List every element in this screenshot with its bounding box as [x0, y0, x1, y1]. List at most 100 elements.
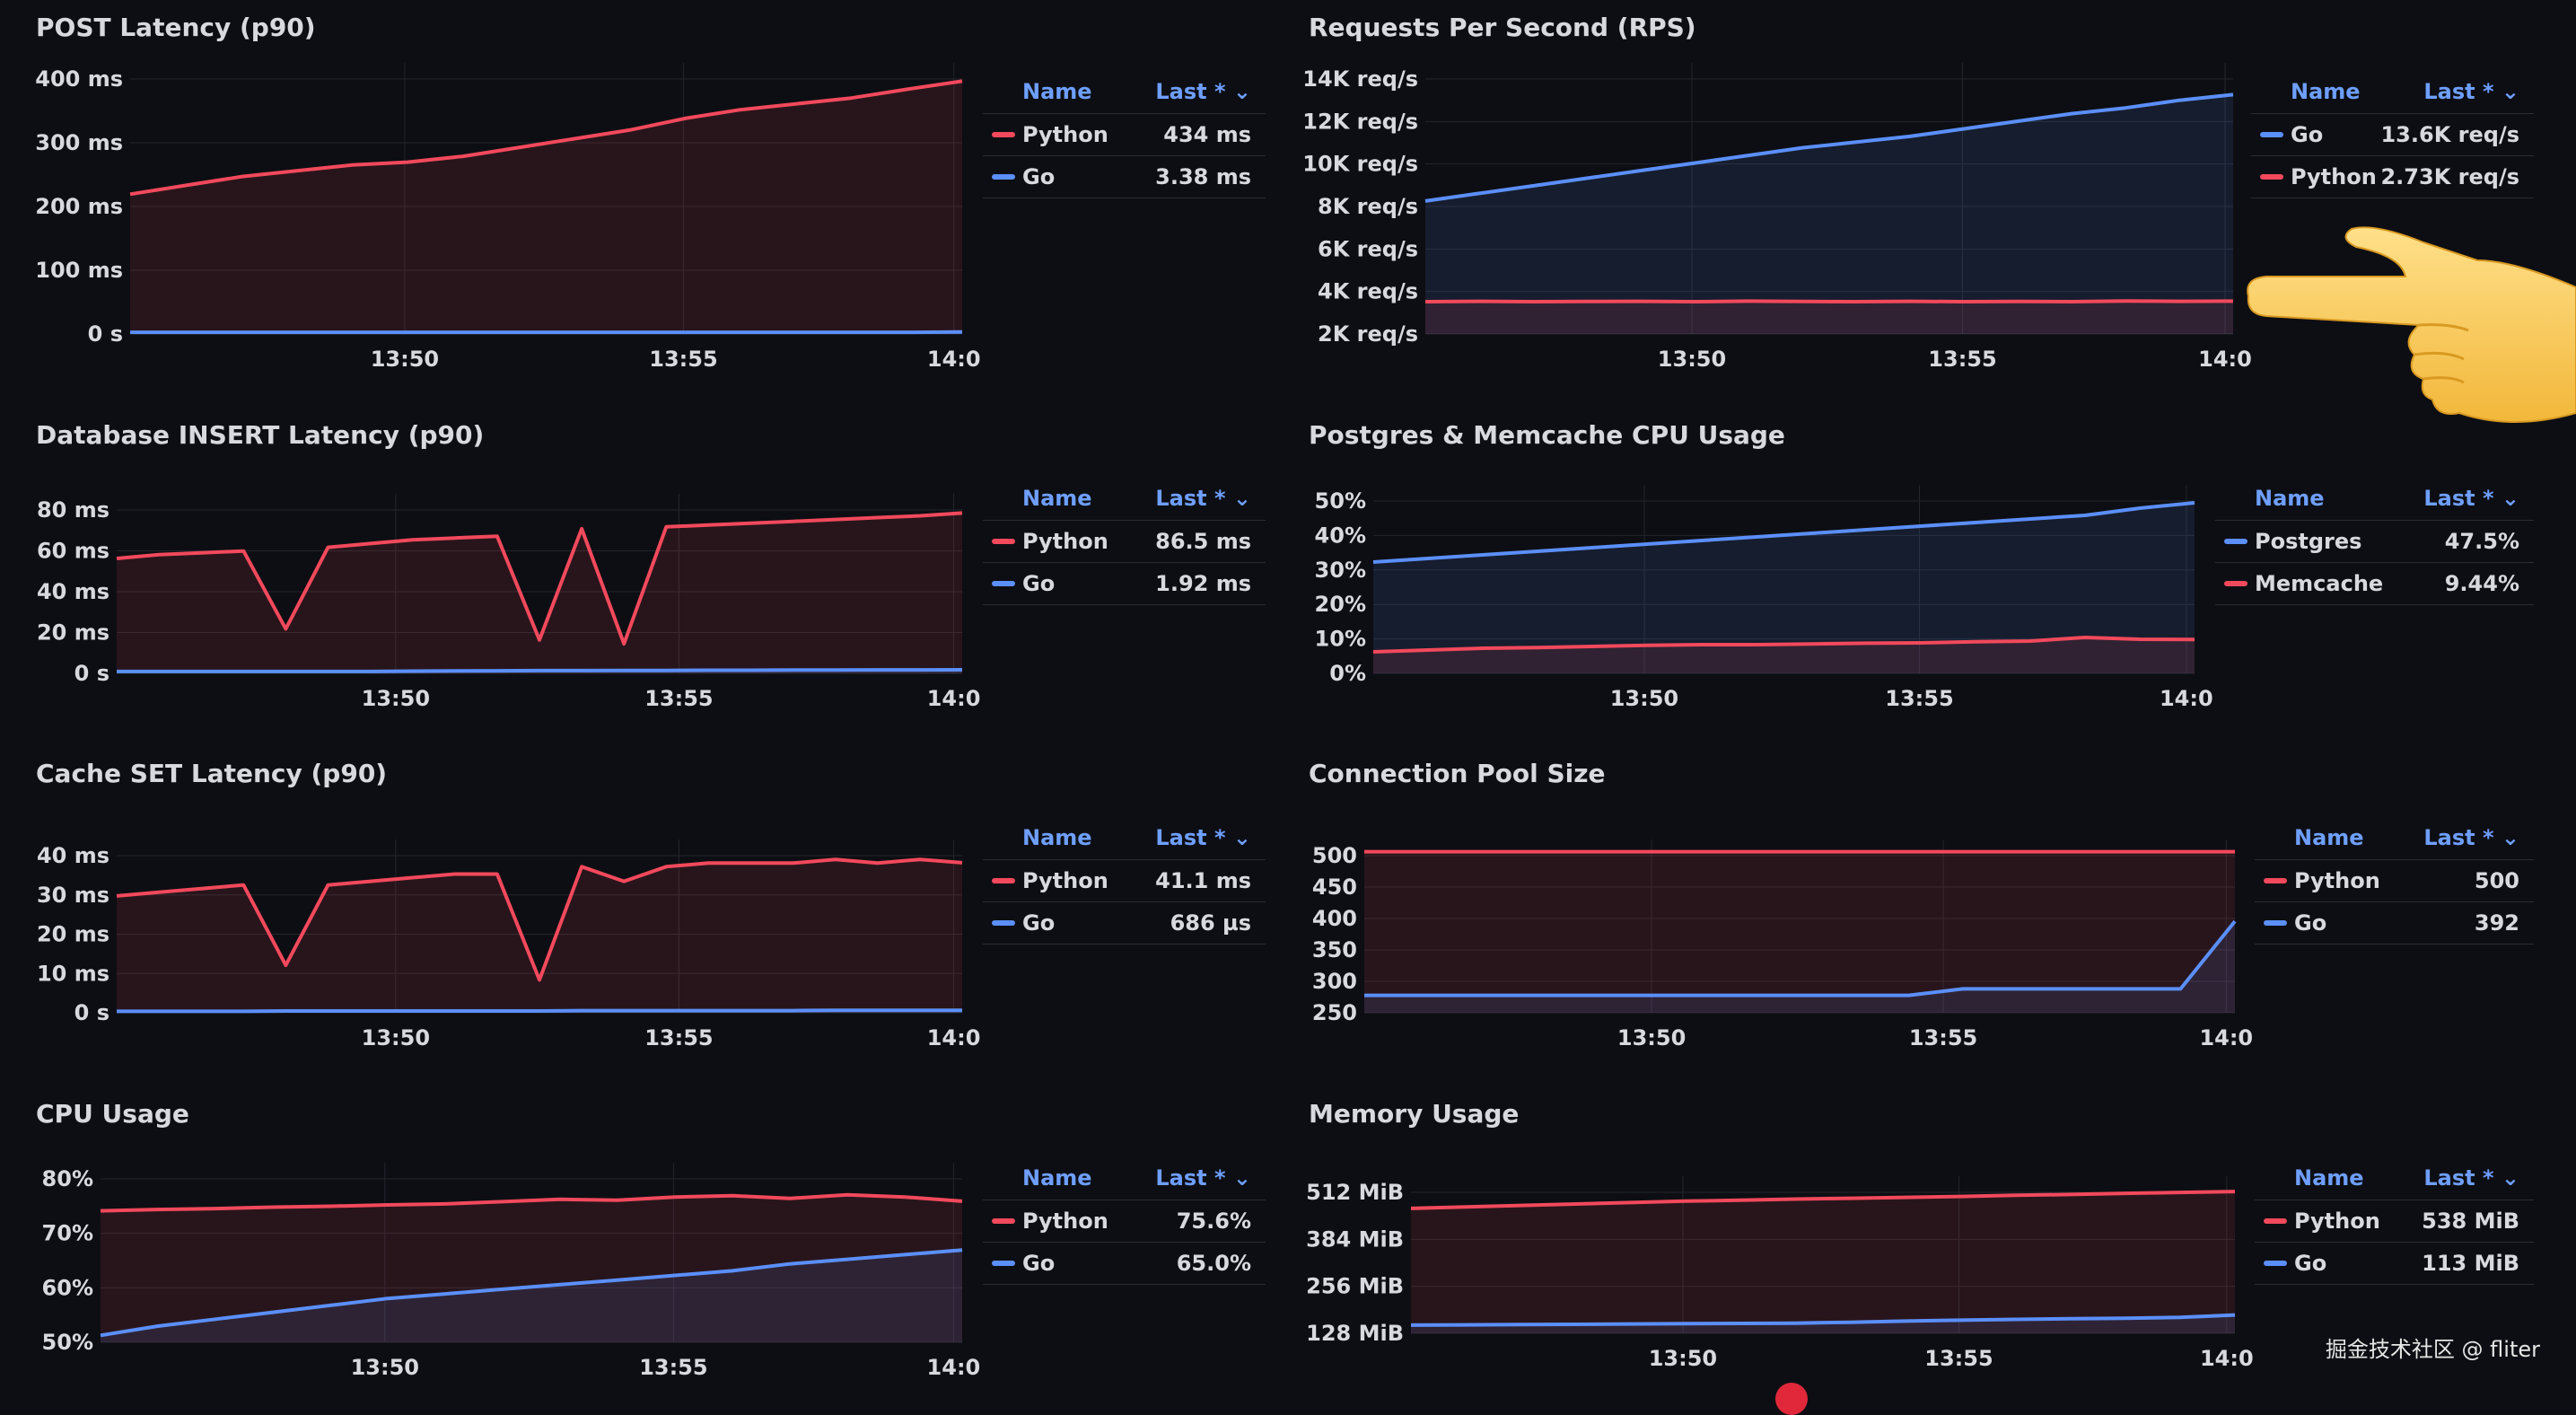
series-area-python: [101, 1195, 962, 1342]
series-line-python: [1411, 1191, 2235, 1208]
panel-title[interactable]: Requests Per Second (RPS): [1309, 13, 1696, 42]
legend-name-header[interactable]: Name: [2255, 486, 2325, 511]
legend-header: Name Last * ⌄: [983, 1158, 1266, 1200]
series-color-swatch: [992, 539, 1015, 544]
legend-name-header[interactable]: Name: [2294, 825, 2364, 850]
series-color-swatch: [992, 1218, 1015, 1224]
y-tick-label: 20 ms: [37, 620, 110, 646]
y-tick-label: 0 s: [74, 661, 110, 686]
legend-last-value: 434 ms: [1163, 122, 1251, 147]
legend-name-header[interactable]: Name: [1022, 1165, 1092, 1191]
legend-series-name: Go: [2294, 910, 2326, 936]
y-tick-label: 20 ms: [37, 922, 110, 947]
x-tick-label: 13:55: [644, 686, 713, 711]
legend-header: Name Last * ⌄: [2251, 72, 2534, 113]
series-color-swatch: [992, 132, 1015, 137]
legend-name-header[interactable]: Name: [1022, 486, 1092, 511]
y-tick-label: 0 s: [74, 1000, 110, 1025]
legend-last-header[interactable]: Last * ⌄: [1155, 1165, 1251, 1191]
legend-last-value: 86.5 ms: [1155, 529, 1251, 554]
series-color-swatch: [992, 1261, 1015, 1266]
panel-title[interactable]: Database INSERT Latency (p90): [36, 420, 484, 450]
x-tick-label: 13:50: [1649, 1346, 1717, 1371]
x-tick-label: 13:55: [1885, 686, 1953, 711]
legend-last-header[interactable]: Last * ⌄: [2423, 79, 2519, 104]
legend-series-name: Python: [1022, 868, 1108, 893]
legend-series-name: Go: [1022, 910, 1055, 936]
legend-last-header[interactable]: Last * ⌄: [2423, 1165, 2519, 1191]
chevron-down-icon: ⌄: [1226, 79, 1251, 104]
legend-header: Name Last * ⌄: [2215, 479, 2534, 520]
series-area-go: [117, 1010, 962, 1013]
series-color-swatch: [2224, 539, 2247, 544]
legend-last-label: Last *: [2423, 825, 2493, 850]
x-tick-label: 14:0: [927, 347, 981, 372]
legend-last-header[interactable]: Last * ⌄: [1155, 825, 1251, 850]
panel-title[interactable]: Postgres & Memcache CPU Usage: [1309, 420, 1785, 450]
y-tick-label: 60%: [42, 1275, 93, 1300]
legend-series-name: Go: [2294, 1251, 2326, 1276]
y-tick-label: 60 ms: [37, 539, 110, 564]
legend-last-header[interactable]: Last * ⌄: [2423, 486, 2519, 511]
x-tick-label: 14:0: [2160, 686, 2213, 711]
series-color-swatch: [2264, 1261, 2287, 1266]
pointing-hand-icon: [2244, 224, 2576, 431]
y-tick-label: 80 ms: [37, 497, 110, 523]
x-tick-label: 13:50: [362, 1025, 430, 1050]
y-tick-label: 256 MiB: [1306, 1274, 1404, 1299]
series-color-swatch: [992, 581, 1015, 586]
series-line-go: [117, 670, 962, 672]
panel-title[interactable]: Memory Usage: [1309, 1099, 1519, 1129]
x-tick-label: 13:55: [644, 1025, 713, 1050]
legend-last-value: 392: [2475, 910, 2519, 936]
series-color-swatch: [992, 920, 1015, 926]
y-tick-label: 10%: [1315, 627, 1366, 652]
legend-name-header[interactable]: Name: [2294, 1165, 2364, 1191]
x-tick-label: 14:0: [927, 686, 981, 711]
series-area-postgres: [1373, 503, 2195, 673]
legend-last-value: 65.0%: [1177, 1251, 1251, 1276]
series-line-python: [130, 81, 962, 194]
legend-name-header[interactable]: Name: [1022, 825, 1092, 850]
legend-name-header[interactable]: Name: [1022, 79, 1092, 104]
legend-last-header[interactable]: Last * ⌄: [1155, 486, 1251, 511]
legend-series-name: Go: [2291, 122, 2323, 147]
panel-title[interactable]: POST Latency (p90): [36, 13, 316, 42]
chevron-down-icon: ⌄: [2494, 486, 2519, 511]
legend-divider: [983, 1284, 1266, 1285]
series-area-go: [117, 670, 962, 673]
panel-title[interactable]: CPU Usage: [36, 1099, 189, 1129]
series-area-memcache: [1373, 637, 2195, 673]
x-tick-label: 14:0: [927, 1025, 981, 1050]
y-tick-label: 10 ms: [37, 961, 110, 986]
legend-last-header[interactable]: Last * ⌄: [2423, 825, 2519, 850]
series-area-python: [1425, 301, 2233, 334]
series-line-go: [117, 1010, 962, 1011]
panel-title[interactable]: Connection Pool Size: [1309, 759, 1606, 788]
x-tick-label: 13:50: [351, 1355, 419, 1380]
legend-last-header[interactable]: Last * ⌄: [1155, 79, 1251, 104]
panel-title[interactable]: Cache SET Latency (p90): [36, 759, 387, 788]
legend-divider: [983, 604, 1266, 605]
legend-row[interactable]: Go 392: [2255, 901, 2534, 944]
legend-name-header[interactable]: Name: [2291, 79, 2361, 104]
y-tick-label: 12K req/s: [1302, 109, 1418, 134]
